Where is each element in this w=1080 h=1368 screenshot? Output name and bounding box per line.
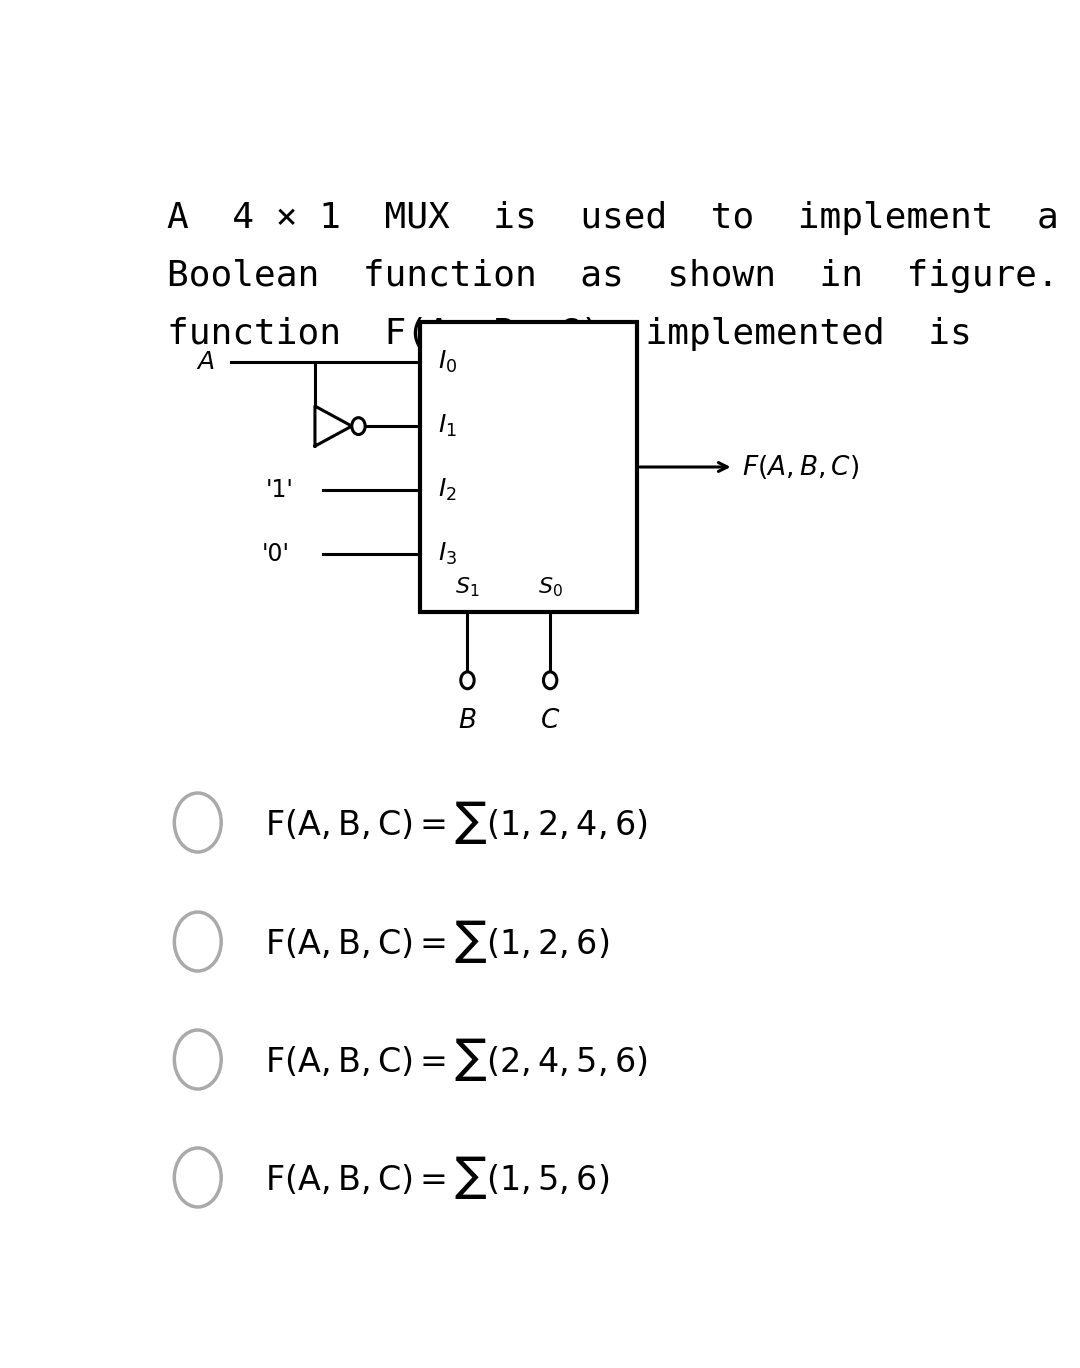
Text: $B$: $B$ [458,707,476,733]
Text: $I_{0}$: $I_{0}$ [438,349,457,375]
Text: $S_0$: $S_0$ [538,576,563,599]
Text: '0': '0' [261,542,289,566]
Text: $I_{1}$: $I_{1}$ [438,413,457,439]
Polygon shape [315,406,352,446]
Text: $\mathrm{F(A,B,C)=\sum(2,4,5,6)}$: $\mathrm{F(A,B,C)=\sum(2,4,5,6)}$ [265,1036,647,1083]
Text: function  F(A, B, C)  implemented  is: function F(A, B, C) implemented is [166,317,972,352]
Text: $S_1$: $S_1$ [455,576,480,599]
Text: '1': '1' [266,477,294,502]
Polygon shape [420,323,637,611]
Circle shape [543,672,557,688]
Text: $I_{2}$: $I_{2}$ [438,477,457,503]
Text: $F(A,B,C)$: $F(A,B,C)$ [742,453,859,482]
Text: $\mathrm{F(A,B,C)=\sum(1,5,6)}$: $\mathrm{F(A,B,C)=\sum(1,5,6)}$ [265,1155,609,1201]
Text: $I_{3}$: $I_{3}$ [438,540,457,566]
Text: $C$: $C$ [540,707,561,733]
Circle shape [352,417,365,435]
Text: $\mathrm{F(A,B,C)=\sum(1,2,6)}$: $\mathrm{F(A,B,C)=\sum(1,2,6)}$ [265,918,609,964]
Text: A  4 × 1  MUX  is  used  to  implement  a  3-input: A 4 × 1 MUX is used to implement a 3-inp… [166,201,1080,235]
Text: $A$: $A$ [195,350,215,375]
Circle shape [461,672,474,688]
Text: $\mathrm{F(A,B,C)=\sum(1,2,4,6)}$: $\mathrm{F(A,B,C)=\sum(1,2,4,6)}$ [265,799,647,845]
Text: Boolean  function  as  shown  in  figure.  The  Boolean: Boolean function as shown in figure. The… [166,259,1080,293]
